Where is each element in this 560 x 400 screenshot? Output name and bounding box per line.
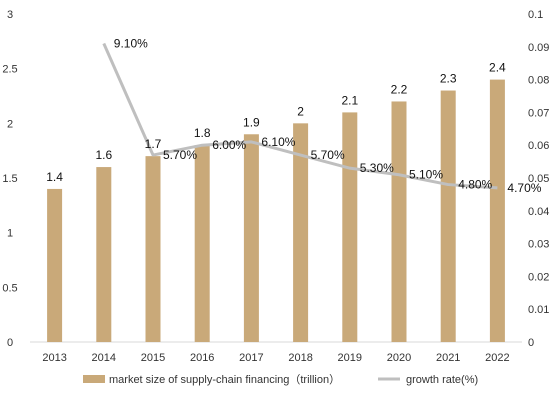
bar-value-label: 2 xyxy=(297,104,304,118)
x-axis-tick-label: 2015 xyxy=(141,352,165,364)
left-axis-tick-label: 3 xyxy=(7,9,13,21)
x-axis-tick-label: 2018 xyxy=(288,352,312,364)
right-axis-tick-label: 0.03 xyxy=(528,239,549,251)
bar xyxy=(440,90,456,343)
x-axis-tick-label: 2017 xyxy=(239,352,263,364)
bar xyxy=(293,123,309,342)
right-axis-tick-label: 0.09 xyxy=(528,42,549,54)
right-axis-tick-label: 0.04 xyxy=(528,206,549,218)
axes: 0 0.5 1 1.5 2 2.5 3 0 0.01 0.02 0.03 0.04 0.05 0.06 0.… xyxy=(2,9,549,364)
growth-rate-label: 4.70% xyxy=(507,181,541,195)
x-axis-tick-label: 2022 xyxy=(485,352,509,364)
growth-line xyxy=(102,42,498,190)
x-axis-tick-label: 2013 xyxy=(42,352,66,364)
growth-rate-label: 6.00% xyxy=(212,138,246,152)
growth-rate-label: 5.70% xyxy=(311,148,345,162)
growth-rate-label: 4.80% xyxy=(458,178,492,192)
bar-value-label: 1.4 xyxy=(46,170,63,184)
x-axis-tick-label: 2014 xyxy=(92,352,116,364)
bar xyxy=(243,134,259,342)
growth-rate-line xyxy=(102,42,498,190)
legend-label-bar: market size of supply-chain financing（tr… xyxy=(109,373,340,386)
bar xyxy=(342,112,358,343)
right-axis-tick-label: 0 xyxy=(528,337,534,349)
left-axis-tick-label: 1.5 xyxy=(2,173,17,185)
x-axis-tick-label: 2021 xyxy=(436,352,460,364)
left-axis-tick-label: 1 xyxy=(7,228,13,240)
right-axis-tick-label: 0.05 xyxy=(528,173,549,185)
right-axis-tick-label: 0.1 xyxy=(528,9,543,21)
bar xyxy=(145,156,161,342)
growth-rate-label: 5.30% xyxy=(360,161,394,175)
growth-rate-label: 9.10% xyxy=(114,37,148,51)
data-labels: 1.4 1.6 1.7 1.8 1.9 2 2.1 2.2 2.3 2.4 9.10% 5.70% 6.… xyxy=(46,37,541,195)
left-axis-tick-label: 2.5 xyxy=(2,64,17,76)
left-axis-tick-label: 2 xyxy=(7,118,13,130)
bar-value-label: 2.4 xyxy=(489,61,506,75)
x-axis-tick-label: 2016 xyxy=(190,352,214,364)
right-axis-tick-label: 0.06 xyxy=(528,140,549,152)
right-axis-tick-label: 0.02 xyxy=(528,271,549,283)
legend-swatch-bar xyxy=(83,375,105,383)
left-axis-tick-label: 0 xyxy=(7,337,13,349)
right-axis-tick-label: 0.01 xyxy=(528,304,549,316)
bar xyxy=(391,101,407,342)
bar xyxy=(194,145,210,342)
bar xyxy=(489,79,505,342)
bar-value-label: 2.3 xyxy=(440,72,457,86)
growth-rate-label: 6.10% xyxy=(261,135,295,149)
bar xyxy=(96,167,112,342)
bar-value-label: 1.9 xyxy=(243,115,260,129)
bar-value-label: 1.8 xyxy=(194,126,211,140)
right-axis-tick-label: 0.08 xyxy=(528,75,549,87)
x-axis-tick-label: 2020 xyxy=(387,352,411,364)
bars xyxy=(47,79,505,343)
bar-value-label: 2.1 xyxy=(341,93,358,107)
bar-value-label: 1.6 xyxy=(95,148,112,162)
right-axis-tick-label: 0.07 xyxy=(528,107,549,119)
bar xyxy=(47,188,63,342)
left-axis-tick-label: 0.5 xyxy=(2,282,17,294)
bar-value-label: 1.7 xyxy=(145,137,162,151)
legend: market size of supply-chain financing（tr… xyxy=(83,373,478,386)
legend-label-line: growth rate(%) xyxy=(406,374,478,386)
growth-rate-label: 5.70% xyxy=(163,148,197,162)
bar-value-label: 2.2 xyxy=(391,82,408,96)
x-axis-tick-label: 2019 xyxy=(338,352,362,364)
growth-rate-label: 5.10% xyxy=(409,168,443,182)
